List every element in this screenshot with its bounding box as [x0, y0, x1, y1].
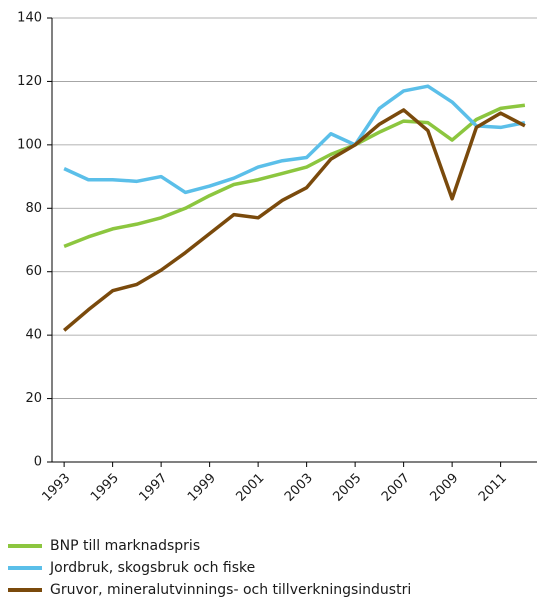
line	[62, 108, 526, 332]
legend-label: Jordbruk, skogsbruk och fiske	[49, 560, 255, 576]
x-tick-label: 2009	[427, 471, 461, 505]
y-tick-label: 60	[25, 264, 42, 279]
y-tick-label: 120	[17, 74, 42, 89]
x-tick-label: 2007	[379, 471, 413, 505]
y-tick-label: 140	[17, 11, 42, 26]
x-tick-label: 2001	[233, 471, 267, 505]
x-tick-label: 2003	[282, 471, 316, 505]
x-tick-label: 2011	[476, 471, 510, 505]
y-tick-label: 100	[17, 137, 42, 152]
x-tick-label: 1993	[39, 471, 73, 505]
line	[63, 103, 526, 248]
y-tick-label: 20	[25, 391, 42, 406]
x-tick-label: 1997	[136, 471, 170, 505]
x-tick-label: 1995	[88, 471, 122, 505]
y-tick-label: 40	[25, 328, 42, 343]
y-tick-label: 0	[34, 455, 42, 470]
legend-label: Gruvor, mineralutvinnings- och tillverkn…	[50, 582, 411, 598]
line	[63, 84, 526, 195]
x-tick-label: 1999	[185, 471, 219, 505]
y-tick-label: 80	[25, 201, 42, 216]
legend-label: BNP till marknadspris	[50, 538, 200, 554]
x-tick-label: 2005	[330, 471, 364, 505]
